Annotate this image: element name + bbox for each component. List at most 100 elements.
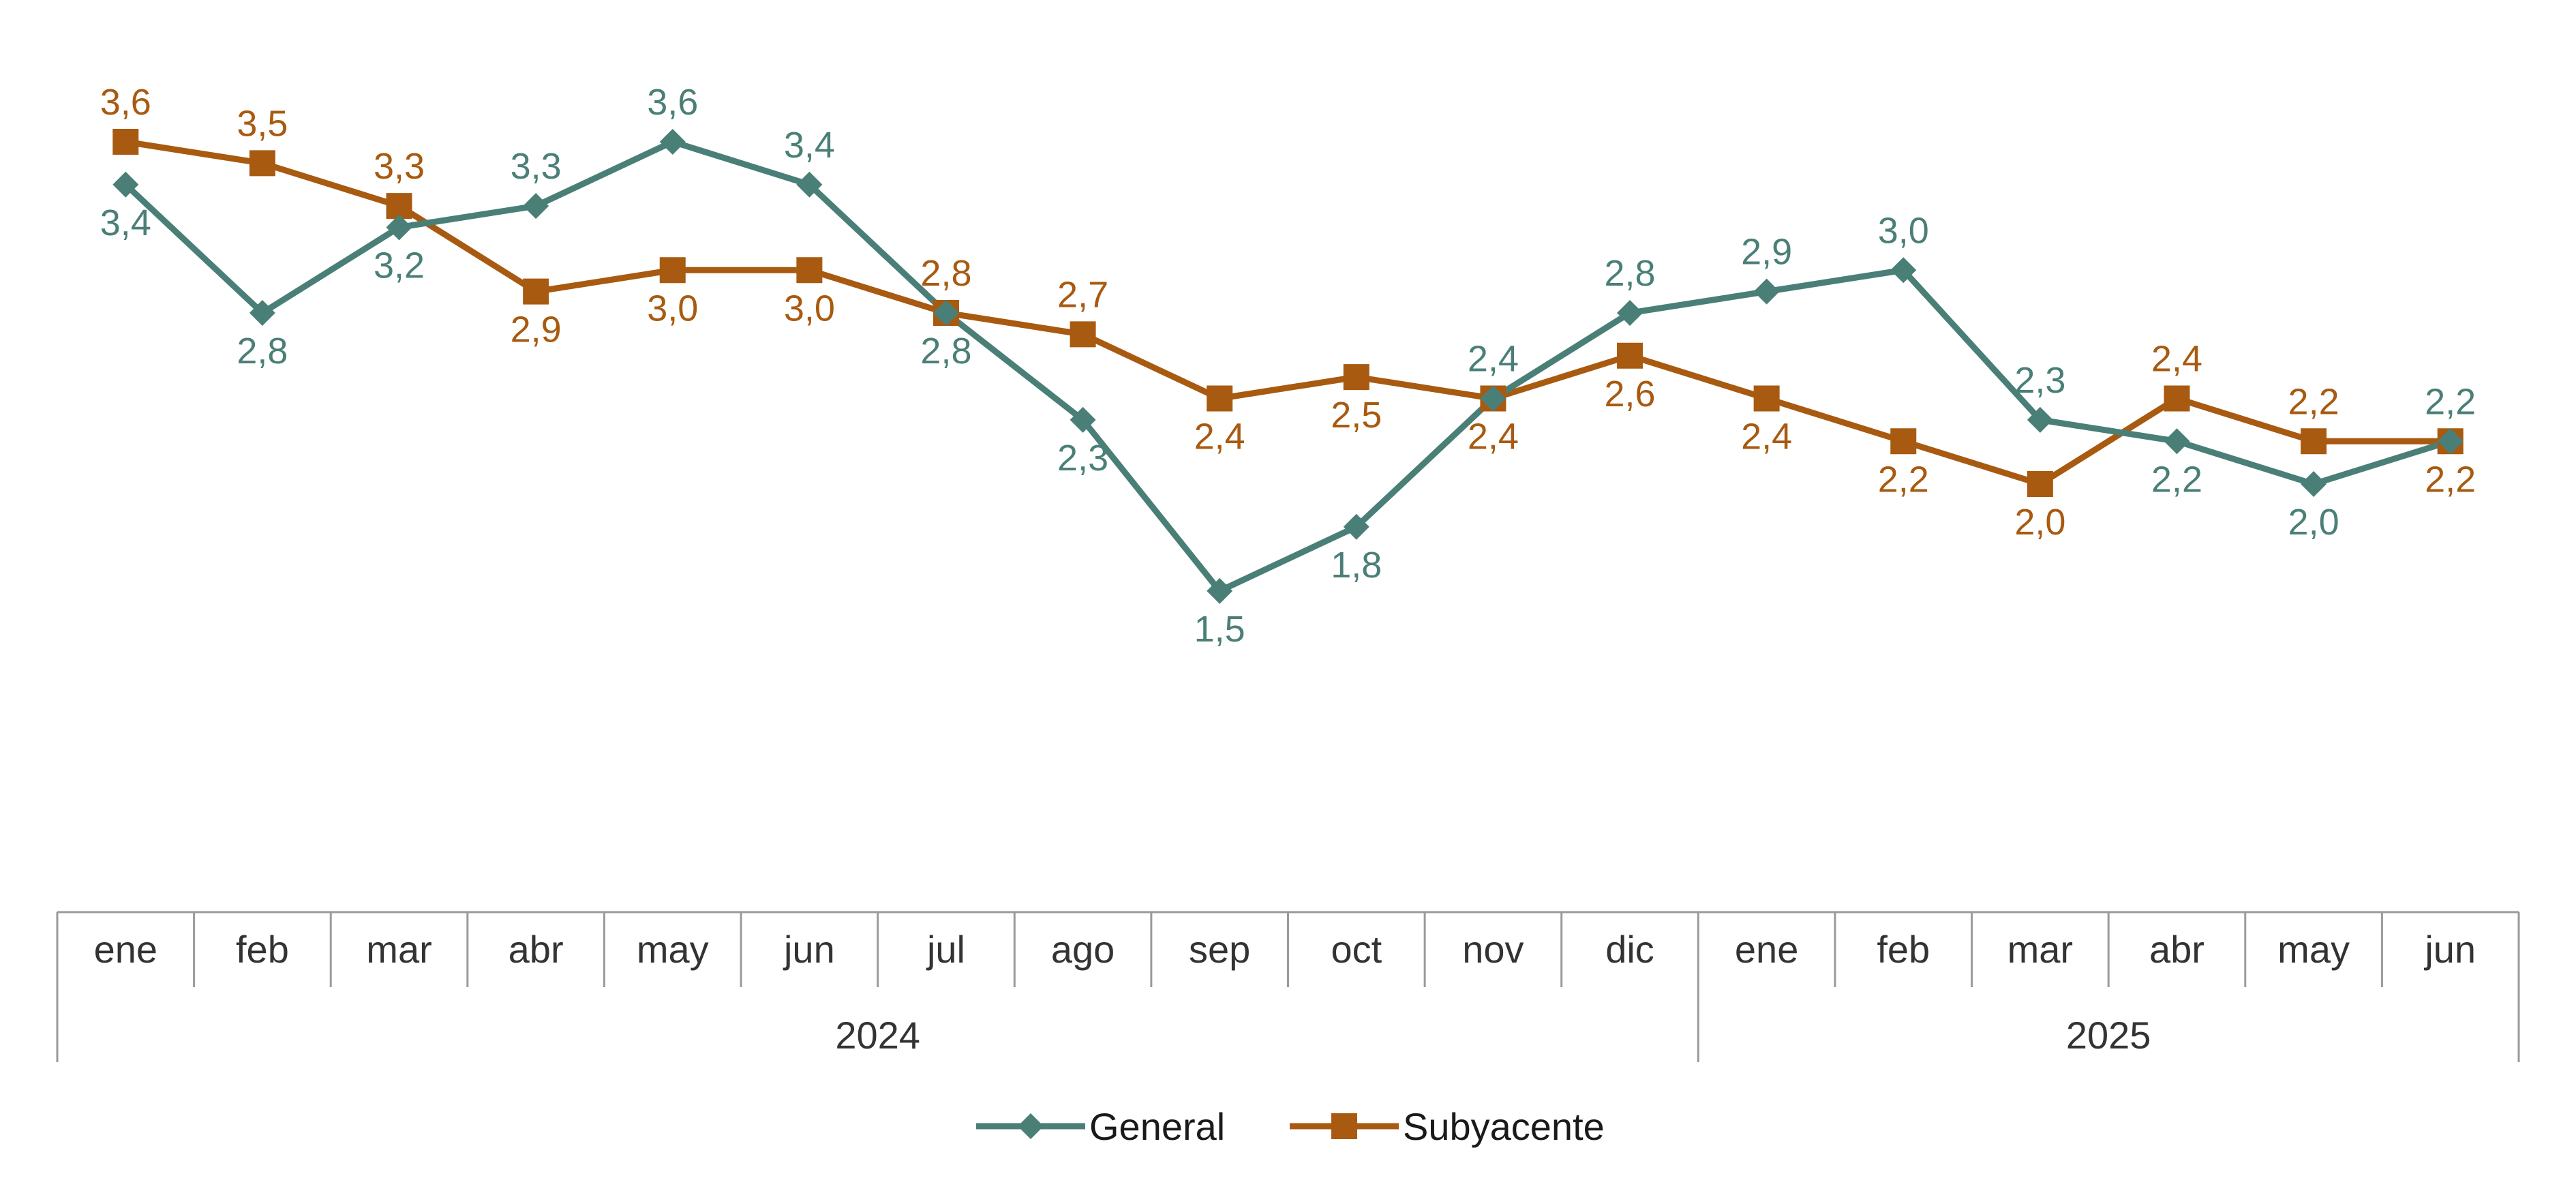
diamond-marker	[1890, 257, 1917, 284]
legend: General Subyacente	[976, 1105, 1605, 1148]
data-label: 2,2	[2425, 381, 2476, 422]
data-label: 1,8	[1331, 545, 1382, 586]
diamond-marker	[1617, 300, 1643, 326]
x-tick-label: nov	[1462, 928, 1524, 971]
diamond-marker	[1207, 577, 1233, 604]
diamond-marker	[659, 129, 686, 155]
x-tick-label: sep	[1189, 928, 1250, 971]
year-group-label: 2024	[835, 1014, 920, 1057]
data-label: 2,8	[1604, 253, 1655, 294]
diamond-marker	[1480, 385, 1506, 412]
data-label: 3,6	[647, 82, 698, 123]
data-label: 2,3	[1057, 438, 1108, 479]
x-tick-label: jun	[2423, 928, 2476, 971]
data-label: 2,2	[1878, 459, 1929, 500]
data-label: 3,2	[374, 245, 425, 286]
square-marker	[1207, 385, 1233, 412]
legend-item-subyacente: Subyacente	[1290, 1105, 1605, 1148]
plot-area: 3,6 3,5 3,3 2,9 3,0 3,0 2,8 2,7 2,4 2,5 2,4 2,6 2,4 2…	[100, 82, 2476, 650]
data-label: 2,3	[2014, 360, 2065, 401]
category-axis: ene feb mar abr may jun jul ago sep oct nov dic ene f…	[56, 911, 2520, 1062]
series-markers-subyacente: 3,6 3,5 3,3 2,9 3,0 3,0 2,8 2,7 2,4 2,5 2,4 2,6 2,4 2…	[100, 82, 2476, 543]
data-label: 3,0	[784, 288, 835, 329]
square-marker	[523, 278, 549, 305]
data-label: 2,4	[1194, 417, 1245, 457]
series-line	[125, 138, 2451, 487]
x-tick-label: may	[2277, 928, 2350, 971]
data-label: 2,2	[2288, 381, 2339, 422]
series-line	[123, 138, 2452, 594]
diamond-marker	[2301, 471, 2327, 497]
x-tick-label: jul	[926, 928, 965, 971]
x-tick-label: ene	[94, 928, 157, 971]
data-label: 2,9	[1741, 232, 1792, 273]
square-marker	[1753, 385, 1780, 412]
legend-label: General	[1089, 1105, 1225, 1148]
x-tick-label: ago	[1051, 928, 1115, 971]
data-label: 1,5	[1194, 609, 1245, 650]
data-label: 2,6	[1604, 374, 1655, 414]
legend-label: Subyacente	[1403, 1105, 1605, 1148]
square-marker	[2164, 385, 2190, 412]
x-tick-label: oct	[1331, 928, 1382, 971]
data-label: 3,3	[511, 146, 562, 187]
data-label: 2,2	[2425, 459, 2476, 500]
data-label: 2,8	[920, 253, 971, 294]
data-label: 2,0	[2288, 502, 2339, 543]
data-label: 2,4	[1468, 417, 1519, 457]
x-tick-label: feb	[236, 928, 289, 971]
diamond-marker	[1018, 1113, 1044, 1139]
diamond-marker	[523, 193, 549, 220]
x-tick-label: feb	[1877, 928, 1930, 971]
data-label: 2,2	[2151, 459, 2202, 500]
square-marker	[112, 129, 139, 155]
data-label: 3,0	[647, 288, 698, 329]
data-label: 2,9	[511, 309, 562, 350]
data-label: 2,8	[237, 331, 288, 372]
diamond-marker	[1343, 513, 1369, 540]
data-label: 2,7	[1057, 274, 1108, 315]
diamond-marker	[933, 300, 959, 326]
square-marker	[659, 257, 686, 284]
series-markers-general: 3,42,83,23,33,63,42,82,31,51,82,42,82,93…	[100, 82, 2476, 650]
x-tick-label: ene	[1735, 928, 1798, 971]
diamond-marker	[2437, 428, 2464, 455]
x-tick-label: may	[637, 928, 709, 971]
data-label: 3,3	[374, 146, 425, 187]
square-marker	[1343, 364, 1369, 391]
series-general	[123, 138, 2452, 594]
data-label: 3,4	[100, 202, 151, 243]
diamond-marker	[2027, 406, 2053, 433]
square-marker	[2301, 428, 2327, 455]
square-marker	[1331, 1113, 1357, 1139]
data-label: 3,5	[237, 103, 288, 144]
diamond-marker	[112, 171, 139, 198]
diamond-marker	[2164, 428, 2190, 455]
diamond-marker	[249, 300, 275, 326]
square-marker	[2027, 471, 2053, 497]
data-label: 2,5	[1331, 395, 1382, 436]
diamond-marker	[796, 171, 823, 198]
data-label: 2,4	[2151, 339, 2202, 380]
data-label: 2,4	[1741, 417, 1792, 457]
square-marker	[249, 150, 275, 177]
diamond-marker	[386, 214, 412, 241]
series-subyacente	[125, 138, 2451, 487]
data-label: 3,0	[1878, 210, 1929, 251]
data-label: 2,4	[1468, 339, 1519, 380]
x-tick-label: mar	[2007, 928, 2073, 971]
diamond-marker	[1070, 406, 1096, 433]
year-group-label: 2025	[2066, 1014, 2151, 1057]
data-label: 2,0	[2014, 502, 2065, 543]
data-label: 2,8	[920, 331, 971, 372]
data-label: 3,4	[784, 125, 835, 166]
data-label: 3,6	[100, 82, 151, 123]
square-marker	[1617, 342, 1643, 369]
diamond-marker	[1753, 278, 1780, 305]
x-tick-label: jun	[783, 928, 835, 971]
x-tick-label: mar	[366, 928, 431, 971]
x-tick-label: abr	[509, 928, 564, 971]
square-marker	[796, 257, 823, 284]
square-marker	[1070, 321, 1096, 348]
